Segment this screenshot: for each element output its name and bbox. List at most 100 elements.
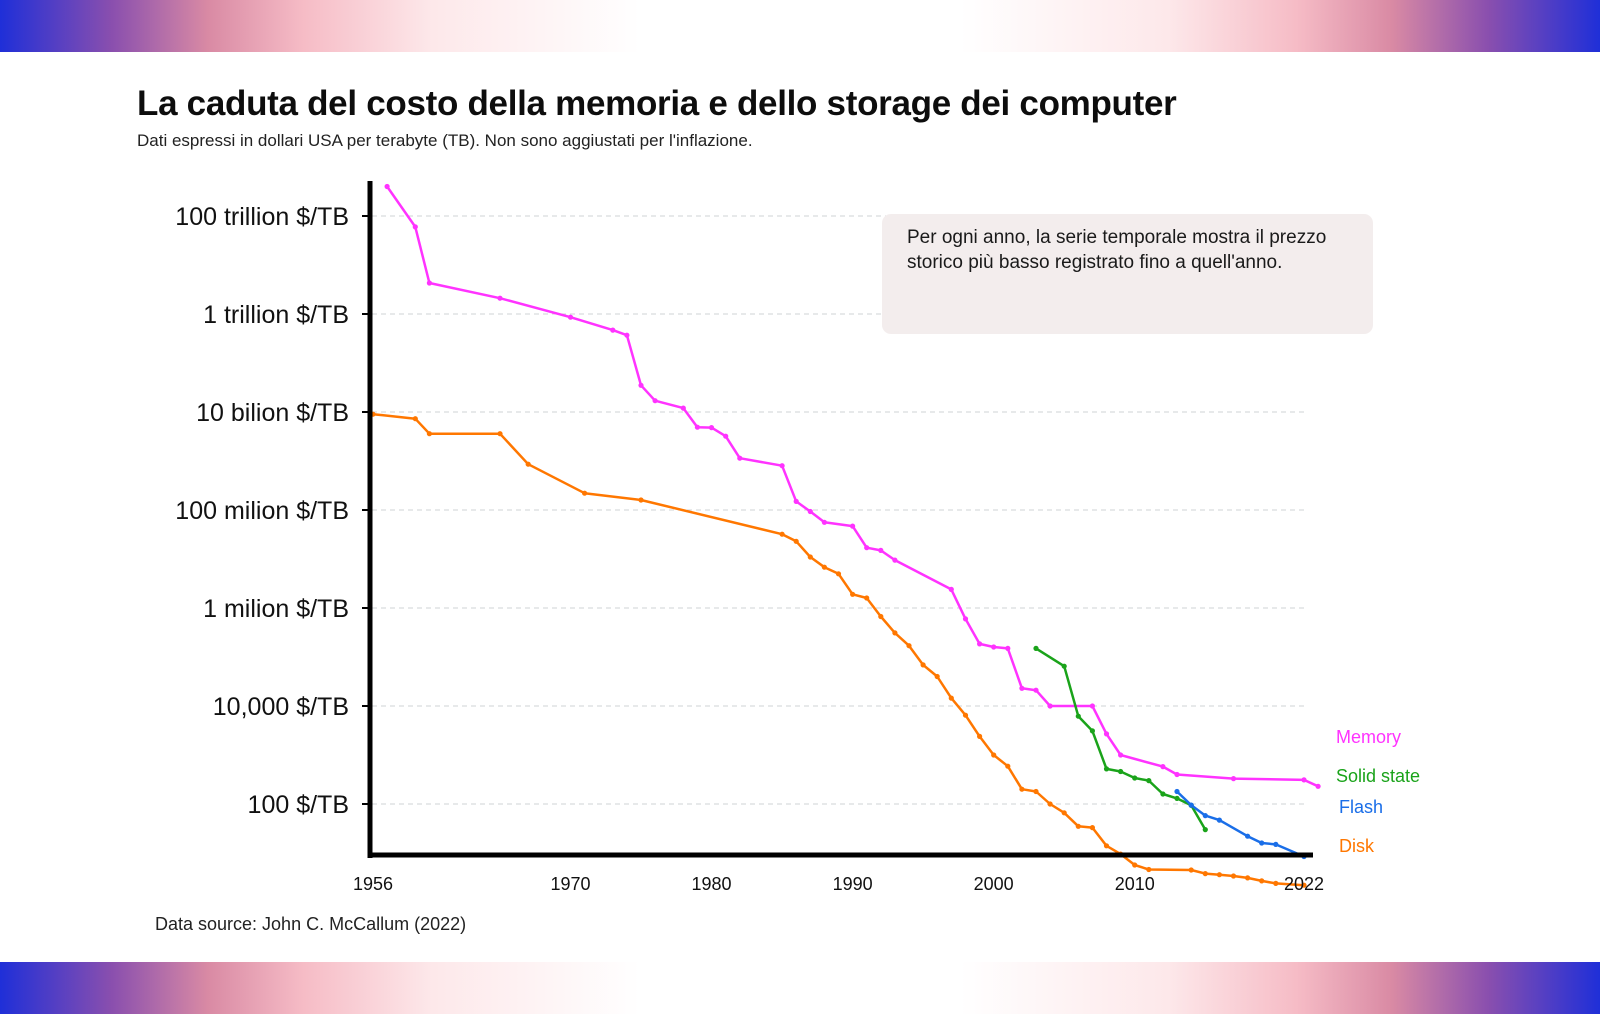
point-memory <box>567 314 574 320</box>
line-memory <box>385 185 1320 788</box>
point-memory <box>610 327 616 333</box>
x-tick-label-1970: 1970 <box>550 874 590 894</box>
point-disk <box>977 733 983 740</box>
point-memory <box>723 433 729 439</box>
point-solid-state <box>1103 766 1110 772</box>
legend-label-solid-state: Solid state <box>1336 766 1420 786</box>
point-disk <box>793 538 799 544</box>
series-labels: Memory Disk Solid state Flash <box>1336 727 1420 856</box>
point-solid-state <box>1174 795 1180 802</box>
point-memory <box>1047 703 1053 709</box>
chart-title: La caduta del costo della memoria e dell… <box>137 84 1177 123</box>
point-disk <box>835 571 842 577</box>
point-disk <box>1273 880 1279 887</box>
point-disk <box>1089 825 1095 831</box>
point-memory <box>948 586 954 593</box>
series-solid-state <box>1033 645 1208 833</box>
point-memory <box>680 405 686 411</box>
point-disk <box>1047 801 1053 807</box>
point-disk <box>1005 763 1011 769</box>
point-disk <box>1245 875 1251 881</box>
point-disk <box>892 630 898 636</box>
x-tick-label-2022: 2022 <box>1284 874 1324 894</box>
point-memory <box>821 519 828 525</box>
point-flash <box>1202 813 1208 819</box>
point-disk <box>821 564 828 570</box>
point-memory <box>694 424 701 430</box>
point-flash <box>1216 817 1222 823</box>
point-disk <box>497 431 503 437</box>
point-memory <box>1160 764 1166 770</box>
point-memory <box>892 557 898 563</box>
point-disk <box>1061 810 1067 816</box>
x-tick-label-1990: 1990 <box>833 874 873 894</box>
point-disk <box>906 643 912 649</box>
point-disk <box>1019 786 1025 792</box>
point-disk <box>934 673 940 680</box>
series-lines <box>370 183 1321 888</box>
axes <box>367 181 1313 858</box>
point-disk <box>1132 862 1138 868</box>
point-memory <box>807 508 813 515</box>
y-tick-label-10-bilion-tb: 10 bilion $/TB <box>196 399 349 427</box>
point-memory <box>412 224 418 230</box>
point-memory <box>878 547 884 554</box>
point-disk <box>1259 878 1265 884</box>
y-tick-label-100-tb: 100 $/TB <box>248 791 349 819</box>
y-tick-label-1-trillion-tb: 1 trillion $/TB <box>203 301 349 329</box>
point-solid-state <box>1118 768 1124 775</box>
y-tick-labels: 100 trillion $/TB 1 trillion $/TB 10 bilio… <box>175 203 370 819</box>
point-flash <box>1188 802 1194 808</box>
legend-label-flash: Flash <box>1339 797 1383 817</box>
point-memory <box>779 463 785 469</box>
point-disk <box>638 497 644 503</box>
data-source: Data source: John C. McCallum (2022) <box>155 914 467 934</box>
point-disk <box>948 695 954 701</box>
point-disk <box>991 752 997 758</box>
point-disk <box>582 490 588 496</box>
annotation-box: Per ogni anno, la serie temporale mostra… <box>882 214 1373 334</box>
point-disk <box>878 613 884 620</box>
point-disk <box>412 416 418 422</box>
point-solid-state <box>1033 645 1039 652</box>
point-flash <box>1174 788 1180 795</box>
point-memory <box>624 332 630 338</box>
series-disk <box>370 411 1307 888</box>
y-tick-label-100-trillion-tb: 100 trillion $/TB <box>175 203 349 231</box>
line-disk <box>371 412 1306 887</box>
point-memory <box>1089 703 1095 709</box>
point-memory <box>962 616 969 622</box>
point-solid-state <box>1132 775 1138 781</box>
legend-label-memory: Memory <box>1336 727 1401 747</box>
point-disk <box>1216 872 1222 878</box>
point-flash <box>1245 833 1251 839</box>
point-memory <box>426 280 432 286</box>
point-disk <box>962 712 969 718</box>
point-memory <box>1174 771 1180 778</box>
point-memory <box>1230 776 1237 782</box>
point-memory <box>497 295 503 301</box>
point-flash <box>1273 841 1279 848</box>
x-tick-label-2010: 2010 <box>1115 874 1155 894</box>
x-tick-label-1980: 1980 <box>692 874 732 894</box>
point-solid-state <box>1146 778 1152 784</box>
point-disk <box>1301 882 1307 888</box>
chart-subtitle: Dati espressi in dollari USA per terabyt… <box>137 131 753 150</box>
point-flash <box>1259 840 1265 846</box>
point-disk <box>1146 866 1152 873</box>
point-memory <box>1315 783 1321 789</box>
point-memory <box>850 523 856 529</box>
point-disk <box>1033 788 1039 795</box>
point-disk <box>864 595 870 601</box>
point-memory <box>384 183 390 190</box>
top-gradient-band <box>0 0 1600 52</box>
price-chart: 100 trillion $/TB 1 trillion $/TB 10 bilio… <box>175 181 1420 894</box>
bottom-gradient-band <box>0 962 1600 1014</box>
y-tick-label-1-milion-tb: 1 milion $/TB <box>203 595 349 623</box>
point-disk <box>1230 873 1237 879</box>
line-solid-state <box>1034 647 1207 831</box>
point-disk <box>1075 823 1081 829</box>
point-solid-state <box>1089 728 1095 734</box>
point-disk <box>779 531 785 537</box>
x-tick-label-2000: 2000 <box>974 874 1014 894</box>
